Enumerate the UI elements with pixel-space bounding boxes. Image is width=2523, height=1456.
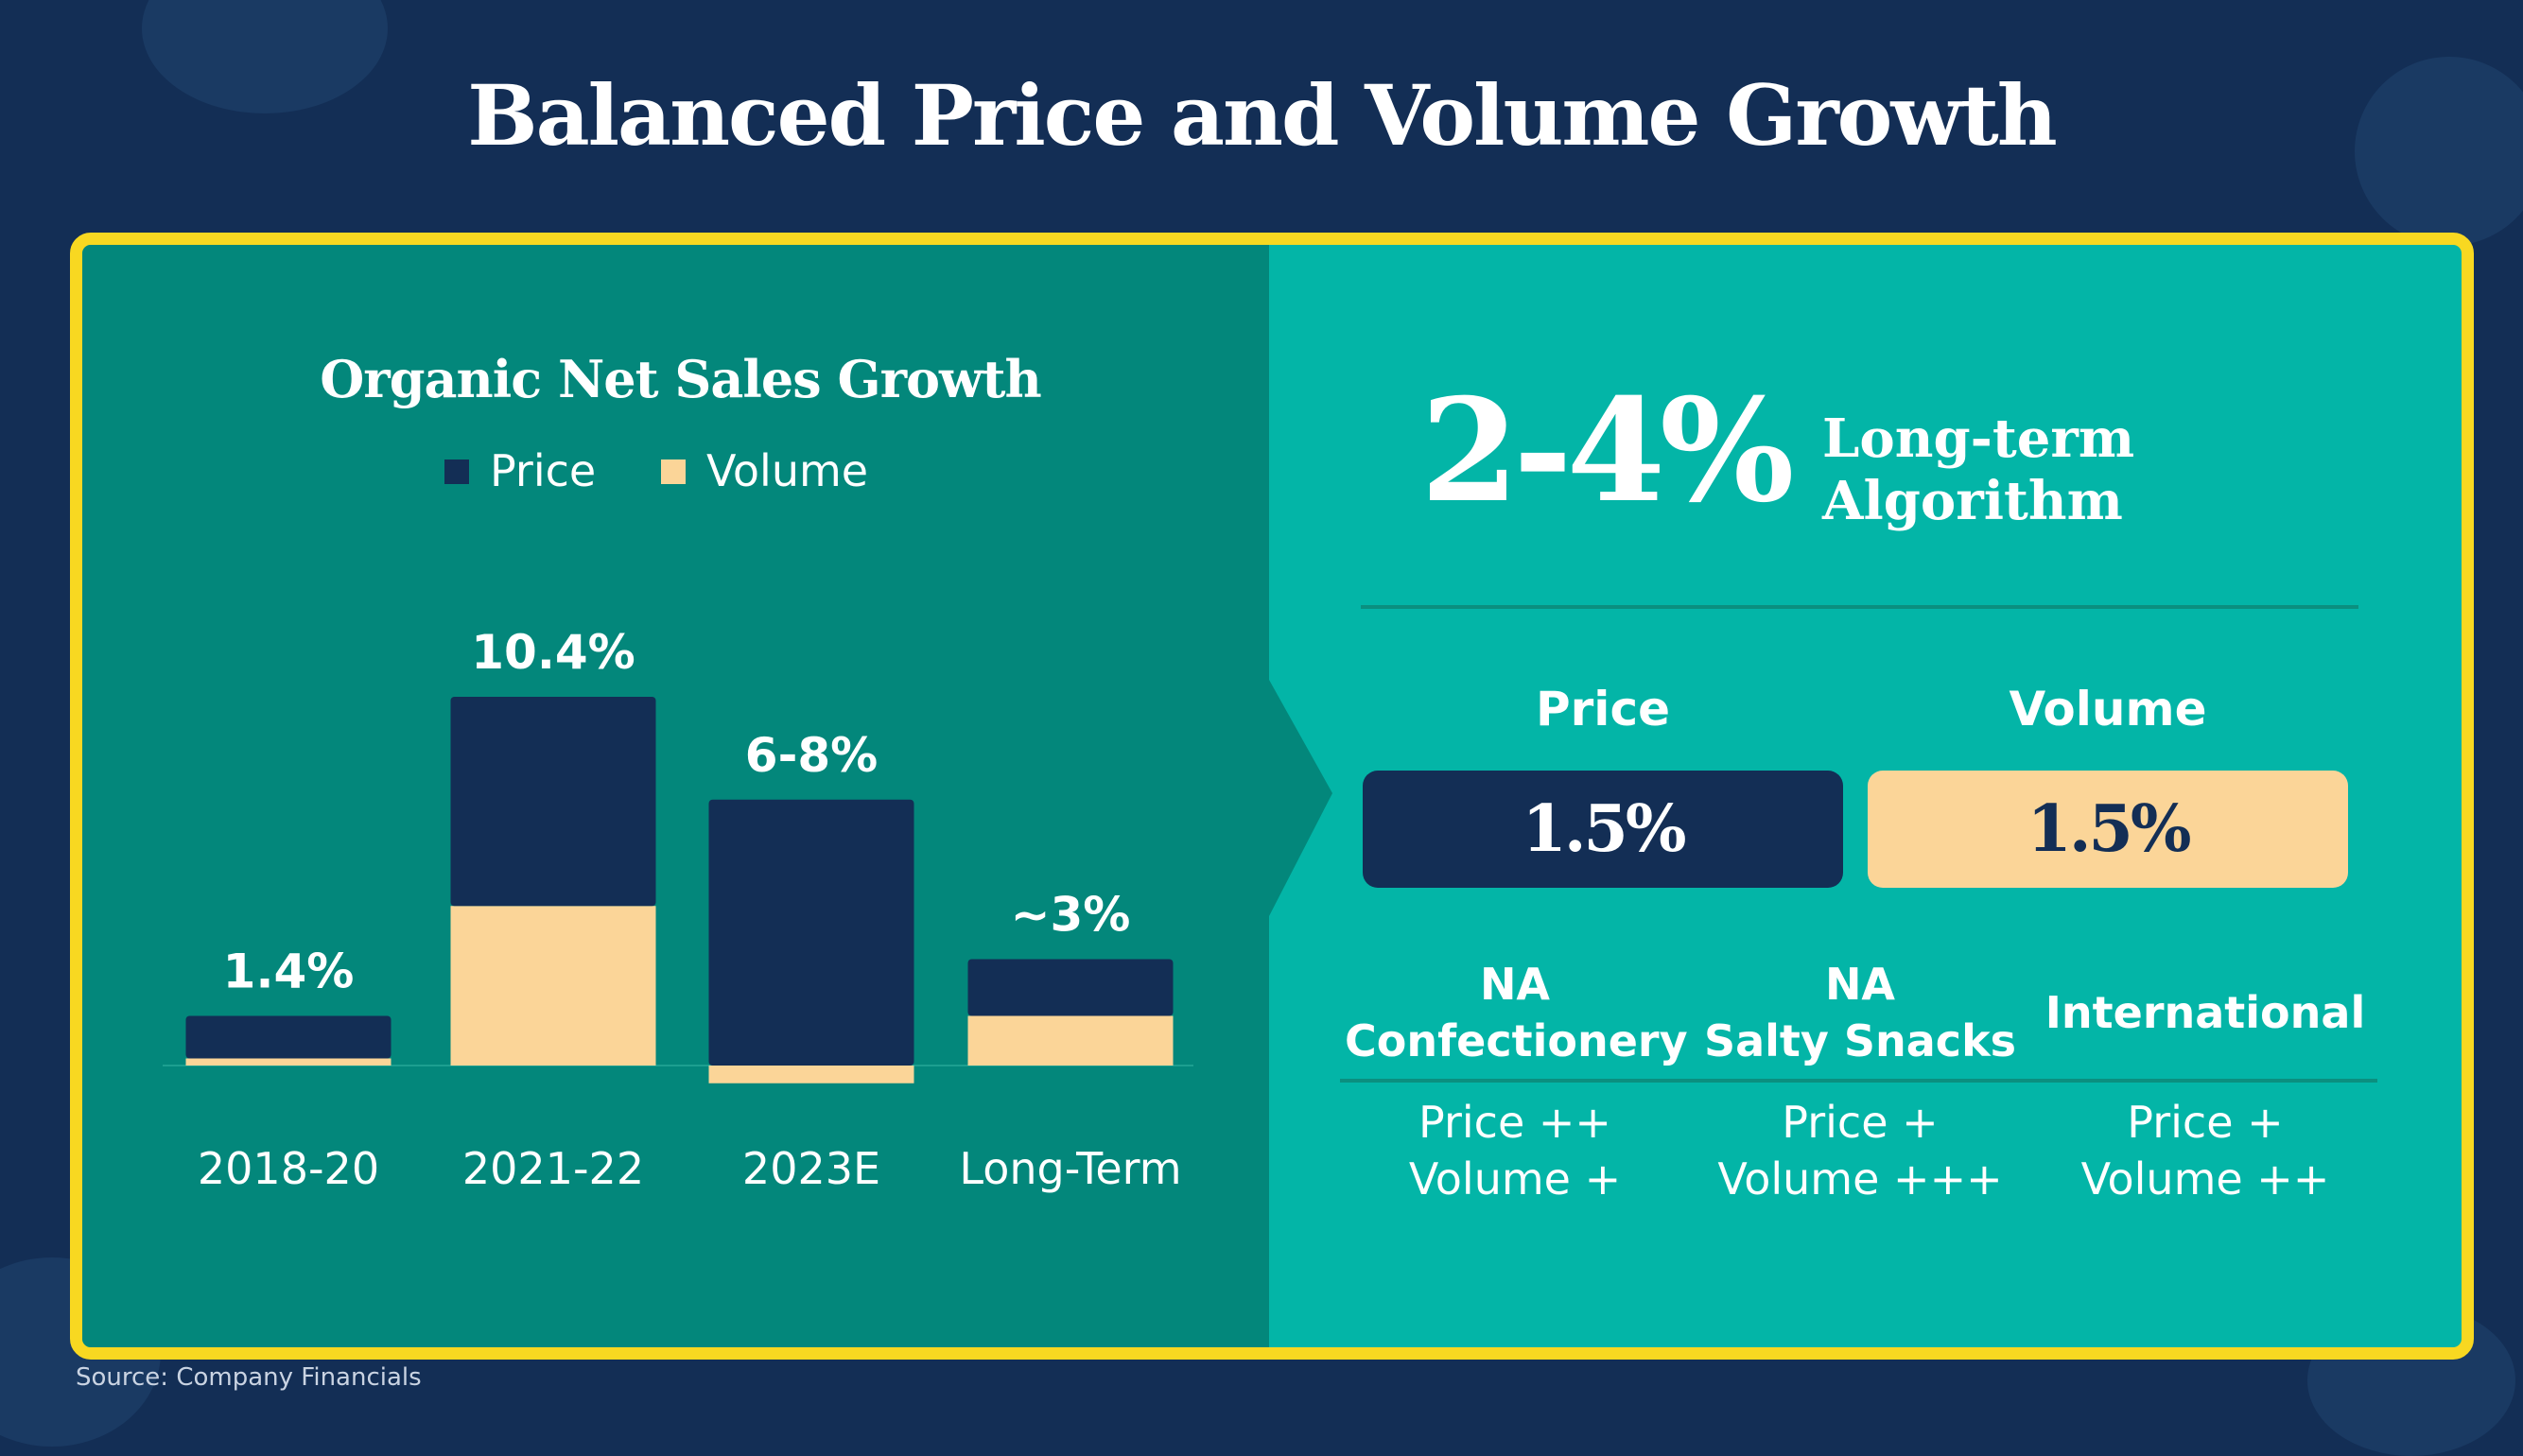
segment-volume-text: Volume ++ [2080,1153,2330,1205]
algorithm-label-line1: Long-term [1822,407,2135,470]
bar-price-0 [185,1015,392,1059]
segment-price-text: Price ++ [1418,1097,1611,1148]
price-heading: Price [1536,682,1670,737]
bar-volume-1 [450,906,656,1066]
algorithm-value: 2-4% [1420,368,1795,534]
algorithm-label-line2: Algorithm [1822,470,2123,532]
bar-volume-2 [708,1066,914,1083]
divider-top [1361,605,2358,609]
legend-label-price: Price [490,445,597,496]
bar-total-label-0: 1.4% [223,945,355,999]
segment-values-na-salty-snacks: Price + Volume +++ [1690,1094,2030,1207]
x-tick-label-3: Long-Term [959,1143,1181,1194]
bar-total-label-2: 6-8% [745,728,878,783]
segment-name-line2: International [2044,987,2366,1038]
legend-label-volume: Volume [706,445,869,496]
bar-chart: 1.4% 2018-20 10.4% 2021-22 6-8% 2023E ~3% Long-… [163,625,1193,1194]
bar-price-2 [708,799,914,1066]
bar-volume-3 [967,1015,1174,1066]
segment-price-text: Price + [1782,1097,1939,1148]
segment-na-salty-snacks: NA Salty Snacks [1690,956,2030,1069]
volume-heading: Volume [2009,682,2207,737]
content-frame: Organic Net Sales Growth Price Volume 1.… [70,233,2474,1360]
segment-values-international: Price + Volume ++ [2035,1094,2375,1207]
bar-volume-0 [185,1058,392,1066]
bar-total-label-1: 10.4% [471,625,635,680]
segment-volume-text: Volume + [1408,1153,1622,1205]
bar-price-3 [967,959,1174,1016]
x-tick-label-2: 2023E [742,1143,880,1194]
segment-name-line1: NA [1824,959,1896,1010]
x-tick-label-1: 2021-22 [462,1143,644,1194]
divider-segments [1340,1079,2377,1083]
segment-price-text: Price + [2127,1097,2284,1148]
segment-values-na-confectionery: Price ++ Volume + [1345,1094,1685,1207]
segment-volume-text: Volume +++ [1717,1153,2003,1205]
legend-price: Price [444,445,596,496]
bar-price-1 [450,697,656,907]
segment-name-line2: Salty Snacks [1703,1015,2017,1066]
segment-name-line2: Confectionery [1345,1015,1688,1066]
page-title: Balanced Price and Volume Growth [467,66,2058,165]
legend-swatch-volume [661,459,686,484]
segment-na-confectionery: NA Confectionery [1345,956,1688,1069]
chart-title: Organic Net Sales Growth [320,349,1041,409]
bar-total-label-3: ~3% [1011,888,1131,943]
price-value-pill: 1.5% [1363,771,1843,888]
algorithm-label: Long-term Algorithm [1822,407,2134,532]
background-decoration [2355,57,2523,246]
legend-volume: Volume [661,445,868,496]
segment-international: International [2035,984,2375,1041]
x-tick-label-0: 2018-20 [198,1143,379,1194]
legend-swatch-price [444,459,469,484]
source-note: Source: Company Financials [76,1363,422,1392]
left-panel-background [82,245,1332,1347]
volume-value-pill: 1.5% [1868,771,2348,888]
segment-name-line1: NA [1479,959,1551,1010]
